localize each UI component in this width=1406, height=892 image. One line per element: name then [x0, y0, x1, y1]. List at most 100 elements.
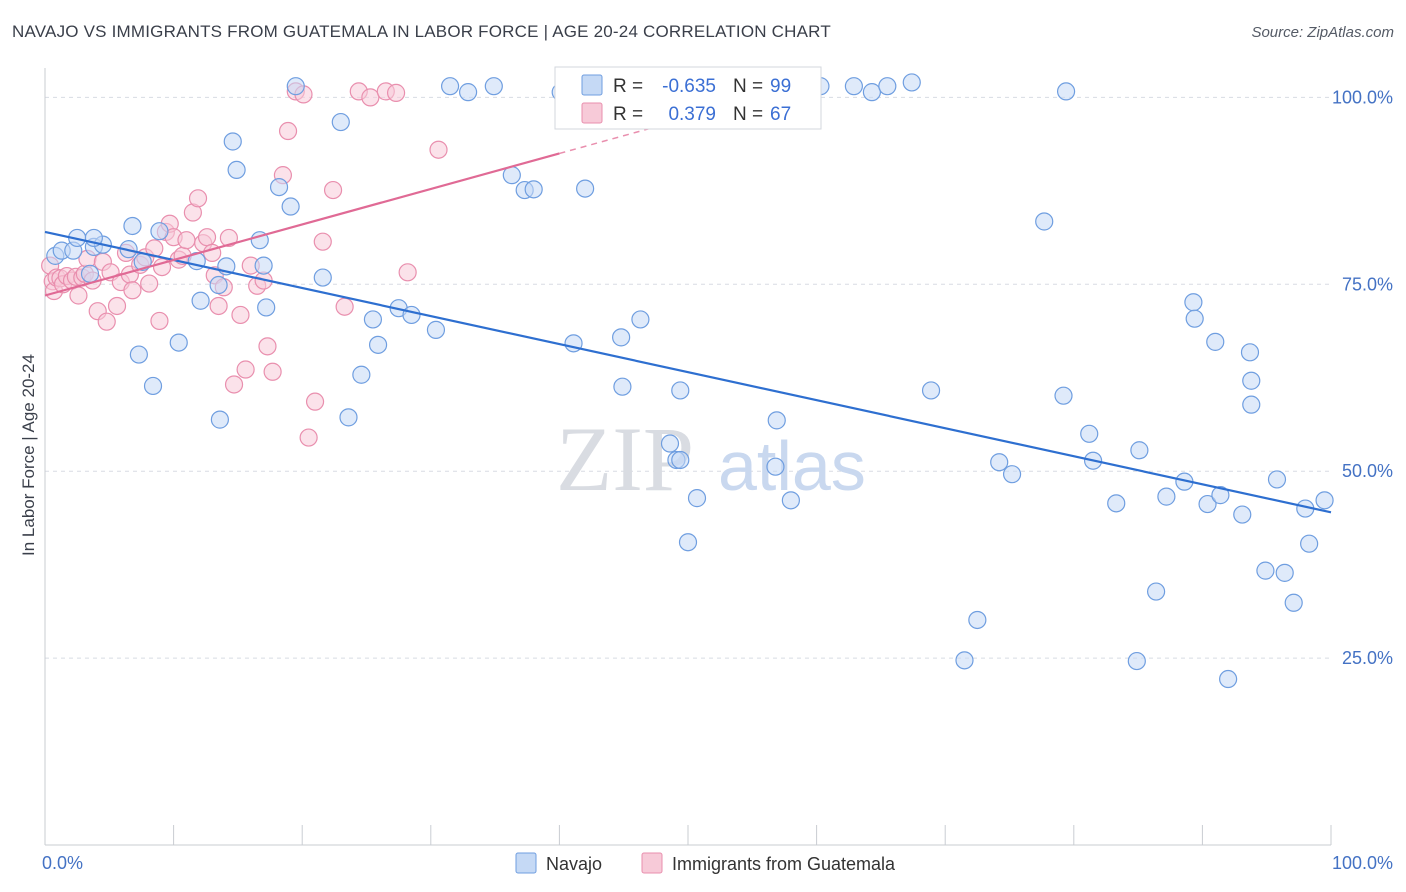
navajo-point-31 [368, 335, 388, 354]
series-guatemala-points [41, 82, 448, 447]
guatemala-point-22 [123, 281, 142, 300]
navajo-point-87 [1184, 293, 1203, 312]
guatemala-point-60 [335, 297, 354, 316]
guatemala-point-66 [429, 140, 448, 159]
guatemala-point-27 [150, 311, 169, 331]
guatemala-point-9 [69, 286, 88, 305]
navajo-point-97 [1256, 561, 1275, 580]
navajo-point-54 [671, 450, 690, 470]
legend-guatemala-r-label: R = [613, 104, 643, 125]
navajo-point-93 [1233, 505, 1252, 524]
navajo-point-42 [524, 180, 543, 199]
guatemala-trend-line [44, 152, 560, 297]
y-tick-label-1: 50.0% [1342, 461, 1393, 481]
legend-navajo-r-label: R = [613, 76, 643, 97]
guatemala-point-36 [188, 189, 208, 208]
navajo-point-71 [921, 381, 941, 400]
navajo-point-73 [968, 610, 987, 630]
navajo-point-23 [281, 197, 300, 216]
legend-navajo-n-value: 99 [770, 76, 791, 97]
navajo-point-75 [1002, 465, 1022, 484]
guatemala-point-38 [197, 228, 217, 247]
x-tick-label-min: 0.0% [42, 853, 83, 873]
navajo-point-88 [1185, 309, 1204, 328]
navajo-point-91 [1211, 486, 1230, 505]
legend-navajo-r-value: -0.635 [662, 76, 716, 97]
guatemala-point-25 [140, 274, 159, 293]
navajo-point-46 [576, 179, 595, 198]
navajo-trend-line [44, 230, 1332, 514]
navajo-point-39 [484, 77, 503, 96]
correlation-legend: R = -0.635 N = 99 R = 0.379 N = 67 [554, 66, 822, 130]
legend-guatemala-r-value: 0.379 [668, 104, 716, 125]
navajo-point-95 [1242, 395, 1261, 414]
navajo-point-102 [1300, 534, 1319, 553]
navajo-point-12 [143, 376, 163, 396]
bottom-legend-navajo-swatch [515, 852, 537, 874]
navajo-point-37 [440, 77, 460, 96]
bottom-legend-guatemala-label: Immigrants from Guatemala [672, 854, 896, 874]
guatemala-point-58 [313, 232, 332, 251]
guatemala-point-53 [278, 121, 298, 141]
navajo-point-57 [687, 489, 707, 508]
navajo-point-68 [862, 83, 881, 102]
navajo-point-52 [660, 434, 680, 453]
navajo-point-55 [671, 381, 690, 400]
axes [44, 68, 1332, 846]
navajo-point-48 [612, 328, 631, 347]
navajo-point-18 [210, 410, 229, 429]
navajo-point-17 [209, 275, 228, 295]
series-legend: Navajo Immigrants from Guatemala [515, 852, 896, 874]
guatemala-point-51 [263, 362, 282, 381]
navajo-point-27 [313, 268, 332, 287]
bottom-legend-navajo-label: Navajo [546, 854, 602, 874]
guatemala-point-18 [107, 296, 127, 316]
navajo-point-64 [767, 411, 786, 430]
navajo-point-69 [878, 77, 897, 96]
navajo-point-14 [169, 333, 188, 352]
navajo-point-77 [1054, 386, 1073, 405]
navajo-point-72 [955, 651, 974, 670]
navajo-point-36 [426, 320, 446, 339]
navajo-point-50 [631, 310, 650, 329]
navajo-point-15 [191, 291, 210, 310]
navajo-point-21 [223, 132, 242, 151]
guatemala-point-59 [323, 180, 343, 200]
chart-title: NAVAJO VS IMMIGRANTS FROM GUATEMALA IN L… [12, 22, 831, 41]
guatemala-point-45 [231, 305, 250, 325]
y-tick-label-0: 25.0% [1342, 648, 1393, 668]
navajo-point-99 [1275, 563, 1294, 582]
legend-navajo-n-label: N = [733, 76, 763, 97]
navajo-point-9 [129, 345, 148, 364]
navajo-point-96 [1242, 371, 1261, 390]
y-tick-labels: 25.0% 50.0% 75.0% 100.0% [1332, 87, 1393, 668]
navajo-point-30 [363, 310, 383, 329]
guatemala-point-46 [236, 360, 255, 379]
x-tick-label-max: 100.0% [1332, 853, 1393, 873]
navajo-point-28 [286, 77, 305, 96]
guatemala-point-50 [258, 337, 277, 356]
navajo-point-25 [254, 256, 273, 275]
watermark: ZIP atlas [556, 408, 866, 510]
bottom-legend-guatemala-swatch [641, 852, 663, 874]
navajo-point-49 [613, 377, 632, 396]
navajo-point-92 [1219, 669, 1238, 689]
navajo-point-76 [1035, 212, 1054, 231]
legend-guatemala-n-label: N = [733, 104, 763, 125]
guatemala-point-43 [219, 228, 238, 248]
navajo-point-74 [990, 453, 1009, 472]
navajo-point-8 [123, 216, 142, 236]
navajo-point-33 [339, 408, 358, 427]
navajo-point-56 [678, 533, 698, 552]
navajo-point-94 [1240, 343, 1260, 362]
navajo-point-100 [1284, 593, 1303, 612]
navajo-point-26 [257, 298, 276, 317]
navajo-point-13 [150, 222, 169, 241]
navajo-point-98 [1267, 470, 1287, 489]
guatemala-point-65 [398, 263, 417, 282]
legend-guatemala-n-value: 67 [770, 104, 791, 125]
navajo-point-22 [269, 177, 289, 197]
navajo-point-63 [766, 457, 785, 476]
y-tick-label-3: 100.0% [1332, 87, 1393, 107]
legend-guatemala-swatch [581, 102, 603, 124]
